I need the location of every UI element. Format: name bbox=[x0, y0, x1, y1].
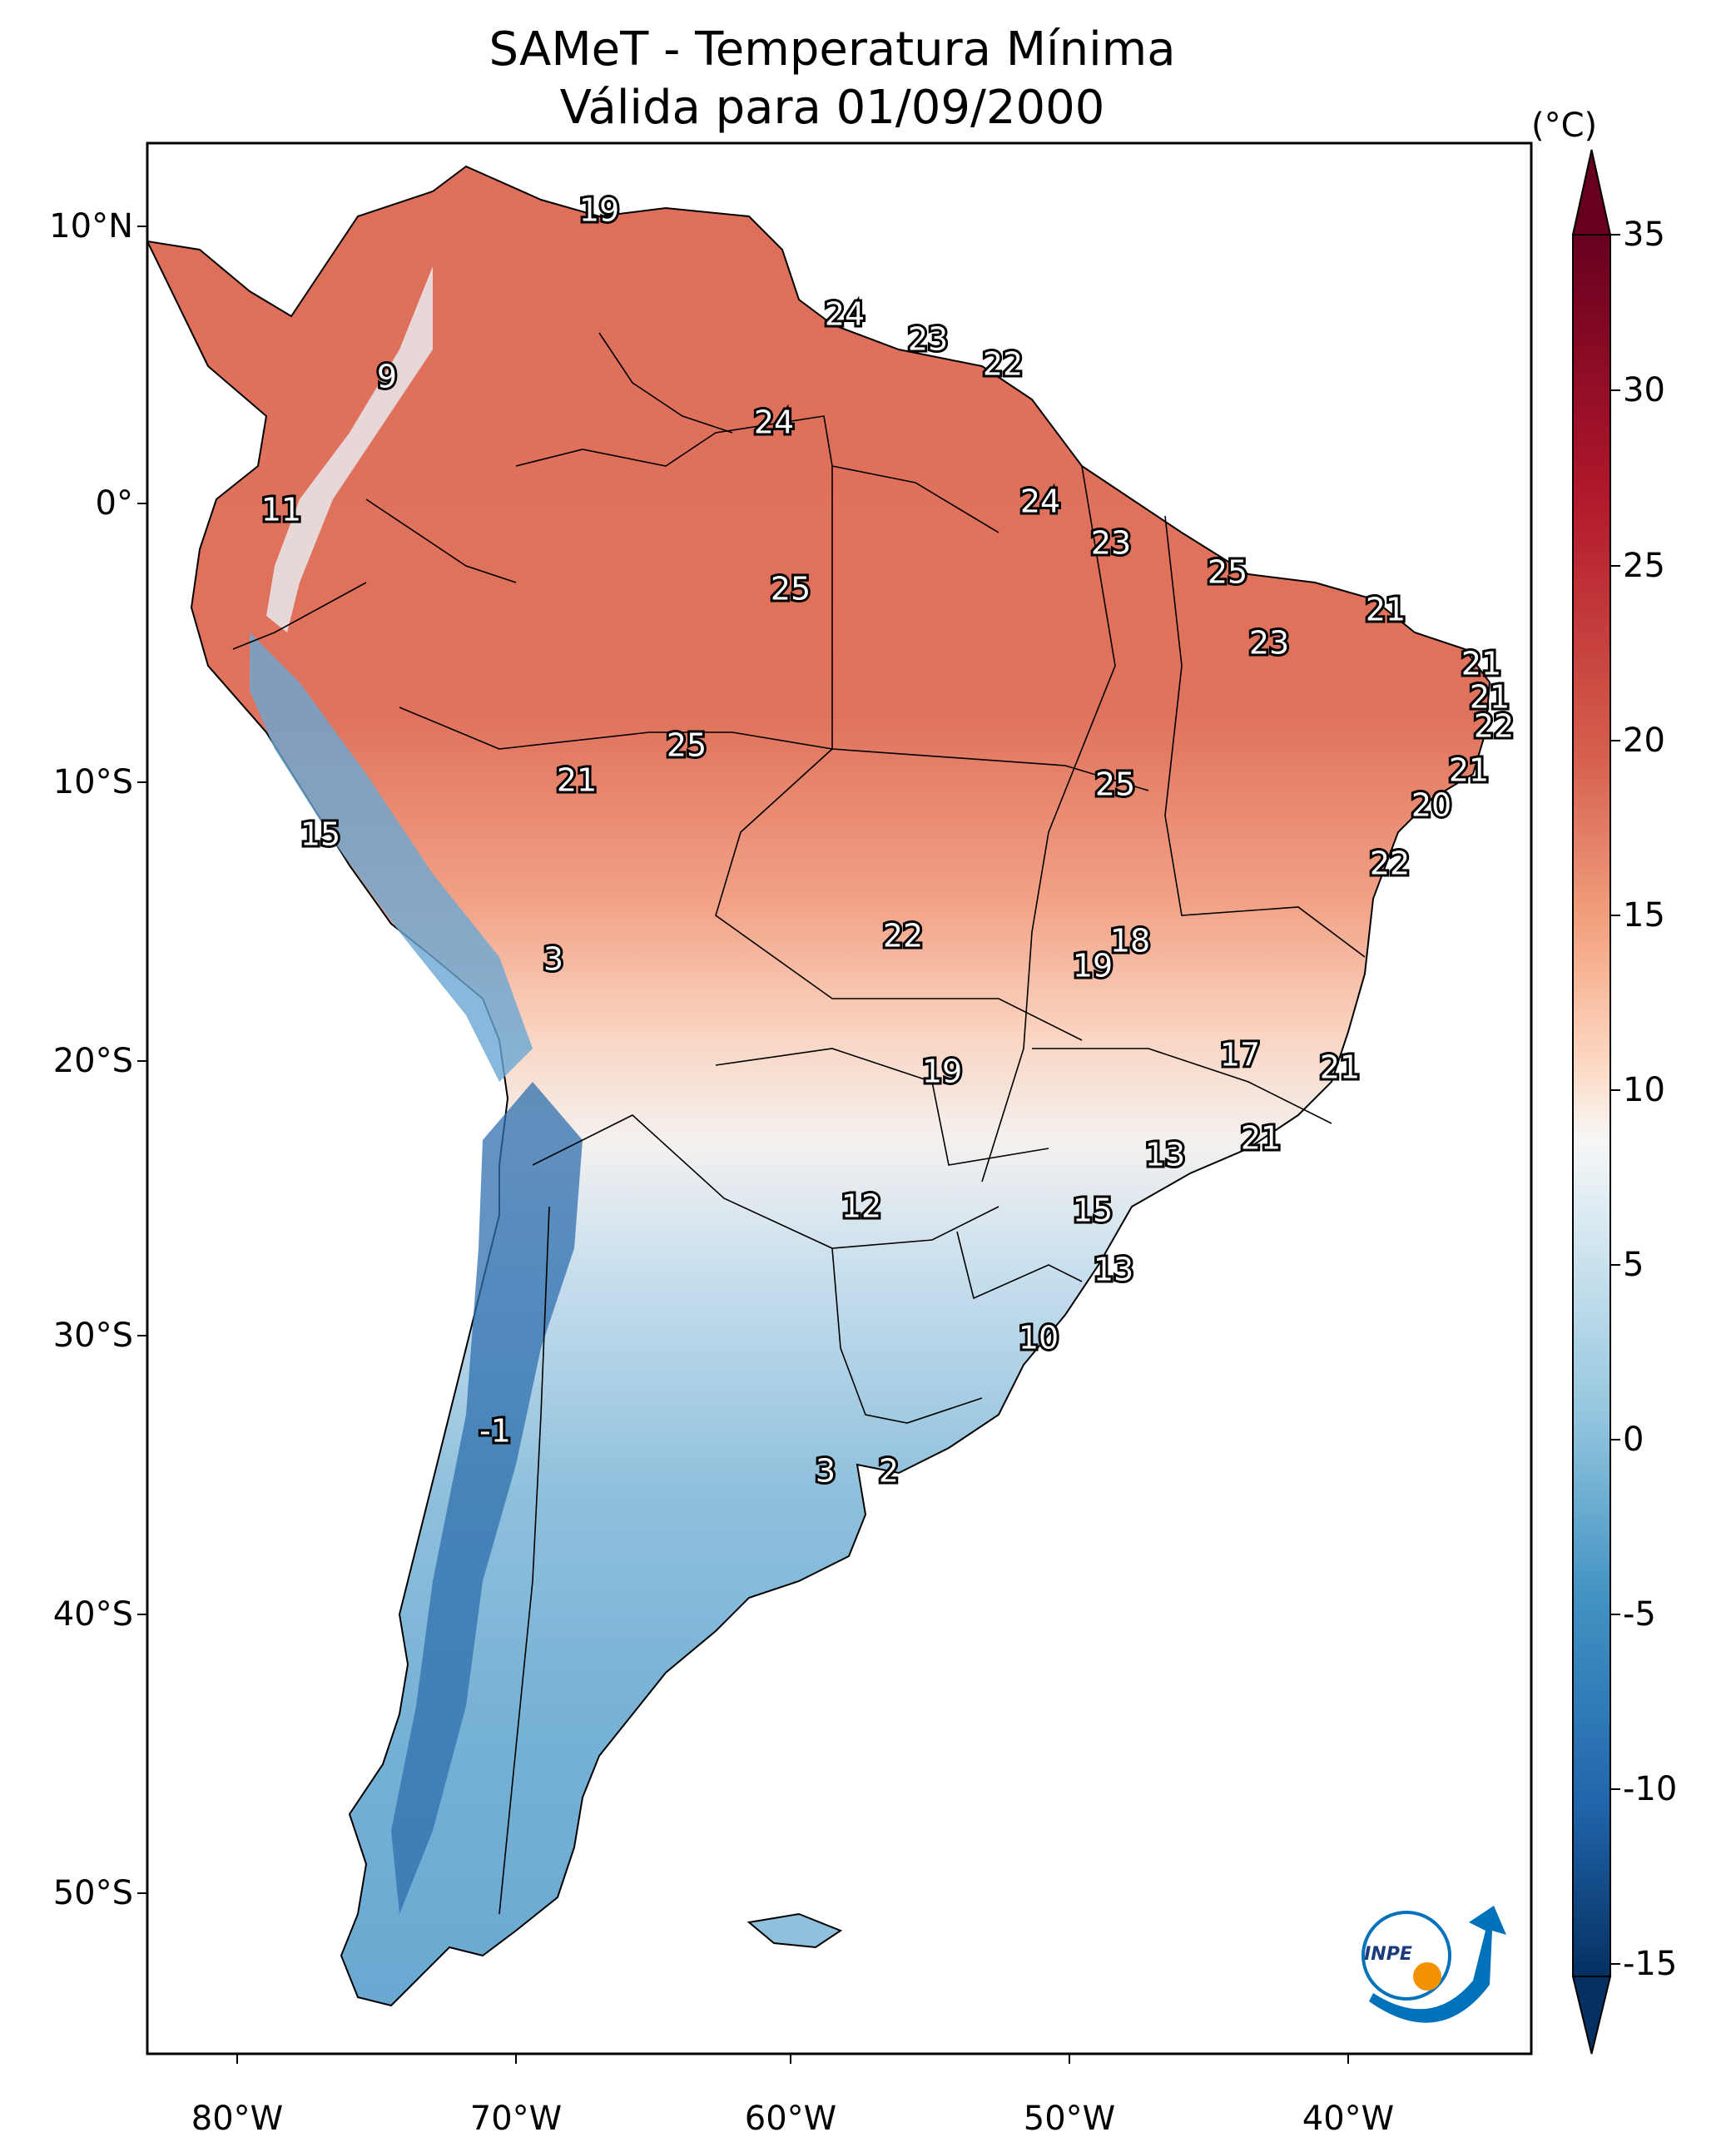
colorbar-tick-label: 5 bbox=[1623, 1246, 1644, 1284]
colorbar-tick-label: 10 bbox=[1623, 1071, 1665, 1109]
station-value: 23 bbox=[1091, 525, 1131, 562]
logo-text: INPE bbox=[1364, 1944, 1412, 1965]
station-value: 22 bbox=[883, 918, 923, 955]
station-value: 15 bbox=[1073, 1193, 1113, 1229]
station-value: 19 bbox=[579, 192, 619, 229]
map-title: SAMeT - Temperatura Mínima bbox=[489, 22, 1176, 77]
logo-dot bbox=[1413, 1962, 1441, 1991]
colorbar-bottom-arrow bbox=[1571, 1976, 1612, 2055]
axis-tick-marks bbox=[137, 226, 1349, 2064]
colorbar-tick-label: 20 bbox=[1623, 721, 1665, 760]
station-value: 22 bbox=[983, 346, 1023, 383]
station-value: 13 bbox=[1094, 1252, 1133, 1288]
station-value: 21 bbox=[1366, 592, 1406, 628]
station-value: 3 bbox=[543, 941, 563, 978]
colorbar-tick-marks bbox=[1610, 234, 1620, 1965]
colorbar-tick-label: 30 bbox=[1623, 371, 1665, 409]
lat-tick-label: 30°S bbox=[52, 1316, 133, 1355]
station-value: 20 bbox=[1411, 787, 1451, 824]
lon-tick-label: 50°W bbox=[1023, 2100, 1116, 2138]
lat-tick-label: 20°S bbox=[52, 1042, 133, 1080]
colorbar-tick-label: 25 bbox=[1623, 547, 1665, 585]
colorbar bbox=[1571, 149, 1620, 2055]
station-value: 19 bbox=[922, 1054, 962, 1090]
andes-cold-region bbox=[391, 1082, 583, 1914]
station-value: 21 bbox=[1470, 679, 1510, 716]
station-value: -1 bbox=[479, 1413, 511, 1450]
station-value: 25 bbox=[1095, 766, 1135, 803]
station-value: 9 bbox=[377, 359, 397, 395]
station-value: 10 bbox=[1019, 1320, 1059, 1356]
station-value: 21 bbox=[1461, 646, 1501, 682]
lat-tick-label: 50°S bbox=[52, 1874, 133, 1912]
logo-swoosh bbox=[1369, 1906, 1506, 2023]
station-value: 21 bbox=[1449, 752, 1489, 789]
colorbar-tick-label: -15 bbox=[1623, 1945, 1678, 1983]
station-labels: 19 24 23 22 9 24 24 11 23 25 25 21 23 21… bbox=[259, 190, 1516, 1492]
station-value: 25 bbox=[771, 571, 811, 607]
colorbar-tick-label: -5 bbox=[1623, 1595, 1656, 1634]
station-value: 24 bbox=[825, 296, 865, 333]
lon-tick-label: 60°W bbox=[744, 2100, 837, 2138]
lat-tick-label: 40°S bbox=[52, 1595, 133, 1634]
inpe-logo: INPE bbox=[1362, 1906, 1506, 2023]
station-value: 22 bbox=[1370, 845, 1410, 882]
station-value: 21 bbox=[1241, 1120, 1281, 1157]
station-value: 3 bbox=[816, 1453, 836, 1490]
station-value: 18 bbox=[1110, 923, 1150, 959]
station-value: 15 bbox=[300, 816, 340, 853]
station-value: 25 bbox=[667, 727, 707, 764]
colorbar-tick-label: 15 bbox=[1623, 896, 1665, 935]
station-value: 13 bbox=[1145, 1137, 1185, 1173]
logo-ring bbox=[1362, 1911, 1451, 2001]
station-value: 21 bbox=[1320, 1049, 1360, 1086]
colorbar-tick-label: 0 bbox=[1623, 1421, 1644, 1459]
station-value: 12 bbox=[841, 1188, 881, 1225]
station-value: 19 bbox=[1073, 948, 1113, 984]
station-value: 24 bbox=[754, 404, 794, 441]
station-value: 21 bbox=[557, 762, 597, 799]
colorbar-top-arrow bbox=[1571, 149, 1612, 236]
northern-andes-cold bbox=[266, 266, 433, 632]
station-value: 22 bbox=[1474, 708, 1514, 745]
station-value: 23 bbox=[908, 321, 948, 358]
colorbar-tick-label: 35 bbox=[1623, 216, 1665, 254]
colorbar-tick-label: -10 bbox=[1623, 1770, 1678, 1808]
station-value: 17 bbox=[1220, 1037, 1260, 1074]
station-value: 23 bbox=[1249, 625, 1289, 662]
lat-tick-label: 0° bbox=[95, 484, 133, 523]
lon-tick-label: 80°W bbox=[191, 2100, 284, 2138]
falkland-islands bbox=[746, 1912, 843, 1949]
station-value: 11 bbox=[261, 492, 301, 528]
lat-tick-label: 10°S bbox=[52, 763, 133, 801]
lon-tick-label: 70°W bbox=[469, 2100, 563, 2138]
colorbar-bar bbox=[1572, 234, 1611, 1977]
station-value: 25 bbox=[1208, 554, 1247, 591]
station-value: 2 bbox=[879, 1453, 899, 1490]
lon-tick-label: 40°W bbox=[1302, 2100, 1395, 2138]
lat-tick-label: 10°N bbox=[49, 207, 133, 245]
map-subtitle: Válida para 01/09/2000 bbox=[559, 81, 1105, 135]
political-borders bbox=[232, 332, 1366, 1915]
altiplano-cold-region bbox=[250, 632, 533, 1082]
colorbar-unit: (°C) bbox=[1531, 107, 1598, 145]
station-value: 24 bbox=[1020, 483, 1060, 520]
